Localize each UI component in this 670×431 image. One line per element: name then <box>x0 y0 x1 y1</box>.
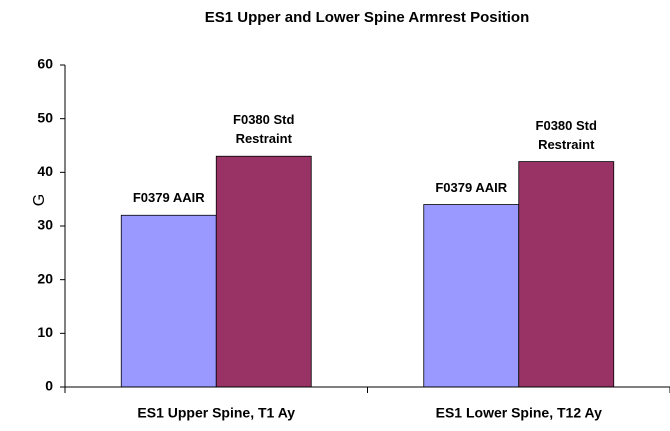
bar <box>518 161 615 388</box>
bar <box>120 214 217 388</box>
x-tick-label: ES1 Lower Spine, T12 Ay <box>436 405 602 421</box>
chart-title: ES1 Upper and Lower Spine Armrest Positi… <box>205 9 530 26</box>
y-tick-label: 30 <box>37 217 53 233</box>
y-tick-label: 20 <box>37 270 53 286</box>
bar <box>423 204 520 388</box>
y-tick-label: 0 <box>45 378 53 394</box>
data-label: F0379 AAIR <box>132 190 205 206</box>
y-tick-label: 10 <box>37 324 53 340</box>
x-tick-label: ES1 Upper Spine, T1 Ay <box>137 405 295 421</box>
data-label: F0379 AAIR <box>435 179 508 195</box>
y-axis-label: G <box>31 194 48 206</box>
y-tick-label: 50 <box>37 109 53 125</box>
y-tick-label: 60 <box>37 56 53 72</box>
data-label: F0380 Std Restraint <box>535 117 597 152</box>
y-tick-label: 40 <box>37 163 53 179</box>
bar <box>215 155 312 388</box>
data-label: F0380 Std Restraint <box>233 112 295 147</box>
